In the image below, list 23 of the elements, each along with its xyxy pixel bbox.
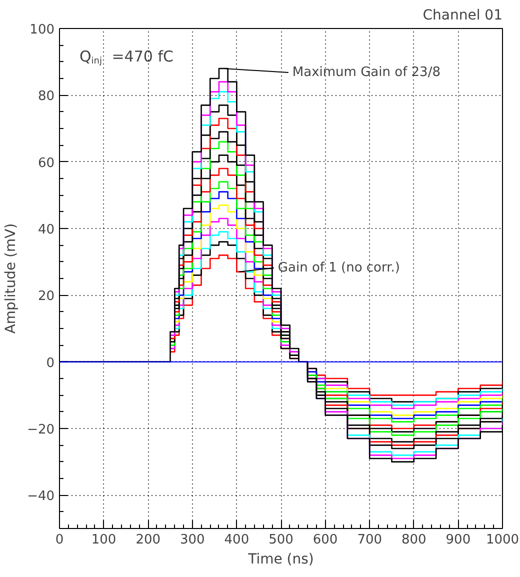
x-axis-title: Time (ns) xyxy=(247,552,314,568)
y-tick-label: 20 xyxy=(38,289,55,304)
x-tick-label: 100 xyxy=(91,532,116,548)
y-tick-label: 100 xyxy=(30,22,55,38)
x-tick-label: 200 xyxy=(136,532,161,548)
x-tick-label: 500 xyxy=(268,532,294,548)
y-tick-label: −40 xyxy=(27,489,55,504)
y-tick-label: 0 xyxy=(46,356,55,371)
y-tick-label: −20 xyxy=(27,422,55,438)
x-tick-label: 400 xyxy=(224,532,250,548)
y-tick-label: 40 xyxy=(38,222,55,238)
y-axis-title: Amplitude (mV) xyxy=(3,223,20,334)
x-tick-label: 1000 xyxy=(486,532,520,548)
x-tick-label: 300 xyxy=(180,532,205,548)
chart-title: Channel 01 xyxy=(422,8,503,24)
y-tick-label: 80 xyxy=(38,89,55,104)
annotation: Gain of 1 (no corr.) xyxy=(278,260,400,276)
annotation: Maximum Gain of 23/8 xyxy=(292,65,440,80)
x-tick-label: 600 xyxy=(312,532,338,548)
x-tick-label: 800 xyxy=(401,532,426,548)
x-tick-label: 700 xyxy=(357,532,382,548)
y-tick-label: 60 xyxy=(38,156,55,171)
x-tick-label: 900 xyxy=(446,532,471,548)
